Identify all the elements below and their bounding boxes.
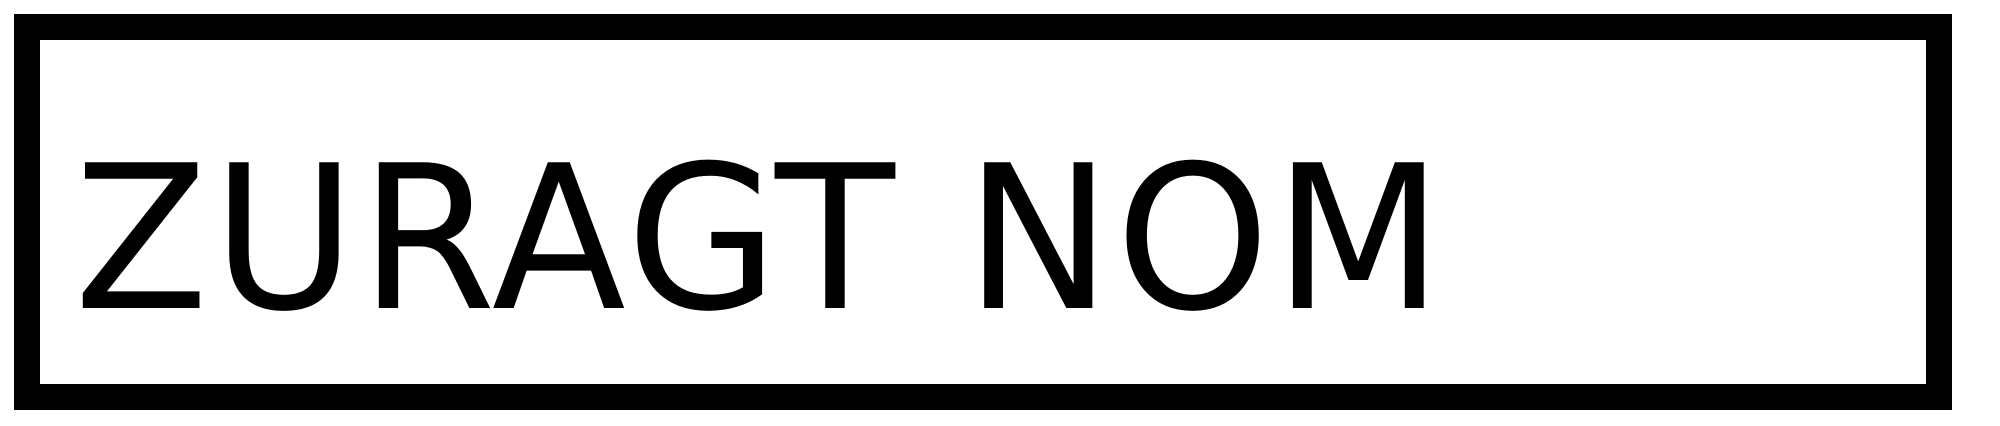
sign-frame: ZURAGT NOM [14, 14, 1952, 410]
sign-text: ZURAGT NOM [74, 123, 1447, 356]
